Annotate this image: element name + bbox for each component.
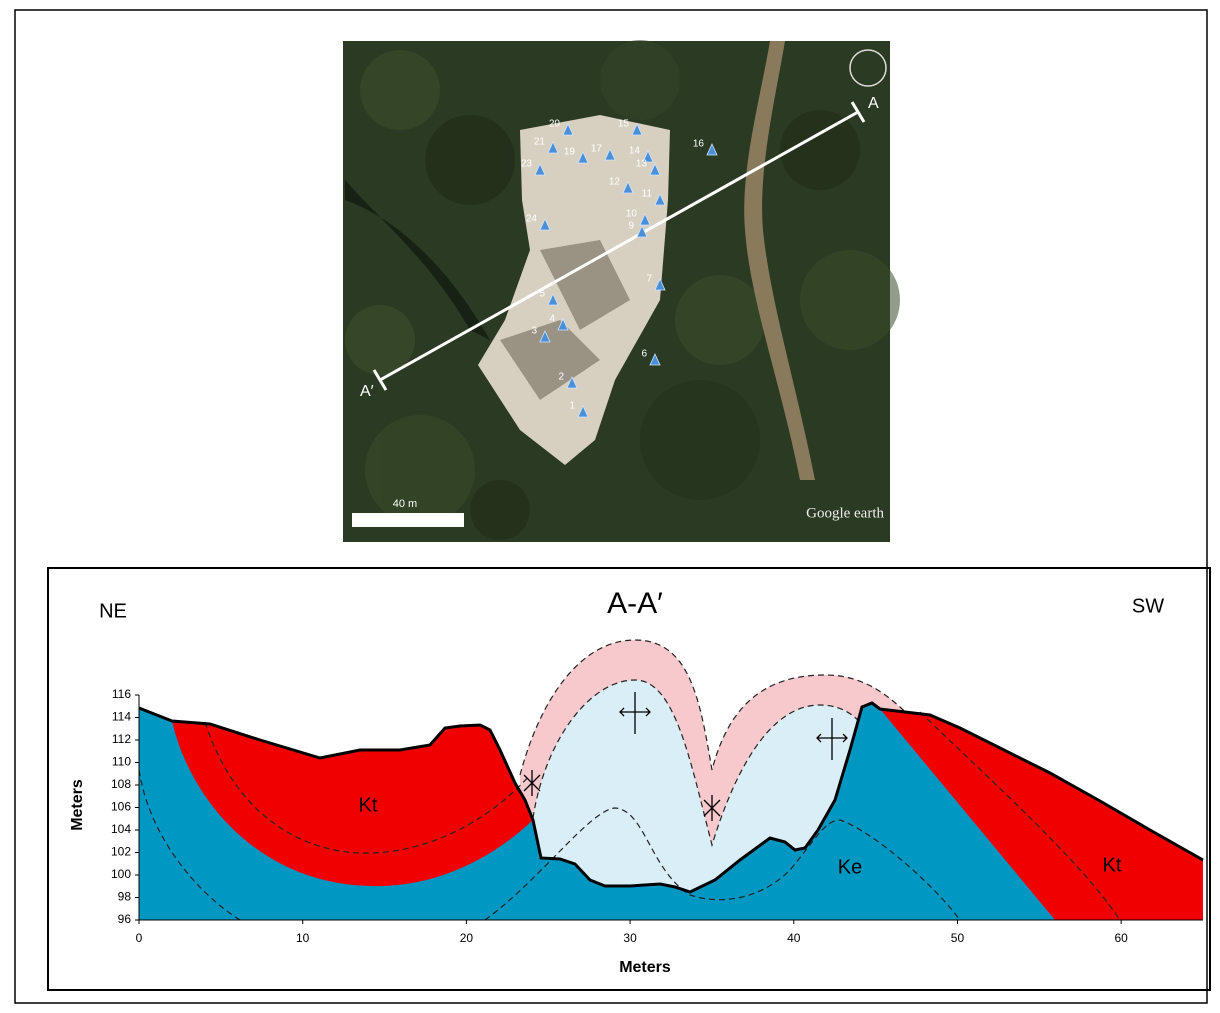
figure: 2015211917141623131211109247543621 A A′ … [0,0,1220,1013]
y-tick-label: 112 [112,732,131,746]
x-tick-label: 20 [460,931,474,945]
sample-label: 23 [521,159,533,170]
y-tick-label: 116 [112,687,131,701]
sample-label: 12 [609,177,621,188]
unit-label: Ke [838,856,862,878]
sample-label: 2 [558,372,564,383]
cross-section [139,640,1203,920]
y-tick-label: 110 [112,755,131,769]
sample-label: 16 [693,139,705,150]
sample-label: 5 [539,289,545,300]
y-tick-label: 114 [112,710,131,724]
direction-left: NE [99,600,127,622]
direction-right: SW [1132,595,1164,617]
scale-bar-label: 40 m [393,498,417,510]
sample-label: 21 [534,137,546,148]
y-tick-label: 106 [111,800,131,814]
sample-label: 6 [641,349,647,360]
sample-label: 20 [549,119,561,130]
sample-label: 3 [531,326,537,337]
x-axis-label: Meters [619,959,671,976]
x-tick-label: 60 [1114,931,1128,945]
sample-label: 17 [591,144,603,155]
x-tick-label: 50 [951,931,965,945]
x-tick-label: 30 [623,931,637,945]
watermark: Google earth [806,505,884,521]
y-tick-label: 104 [111,822,131,836]
y-tick-label: 98 [118,890,132,904]
section-end-label: A′ [360,383,374,400]
sample-label: 24 [526,214,538,225]
y-axis-label: Meters [69,779,86,831]
sample-label: 11 [642,189,653,200]
sample-label: 7 [646,274,652,285]
section-title: A-A′ [607,587,663,620]
sample-label: 19 [564,147,576,158]
unit-label: Kt [359,794,378,816]
sample-label: 10 [626,209,638,220]
y-tick-label: 108 [111,777,131,791]
y-tick-label: 102 [111,845,131,859]
x-tick-label: 10 [296,931,310,945]
sample-label: 13 [636,159,648,170]
x-tick-label: 0 [136,931,143,945]
unit-label: Kt [1103,854,1122,876]
sample-label: 9 [628,221,634,232]
sample-label: 15 [618,119,630,130]
sample-label: 14 [629,146,641,157]
section-start-label: A [868,95,879,112]
y-tick-label: 96 [118,912,132,926]
sample-label: 1 [569,401,575,412]
x-tick-label: 40 [787,931,801,945]
sample-label: 4 [549,314,555,325]
y-tick-label: 100 [111,867,131,881]
